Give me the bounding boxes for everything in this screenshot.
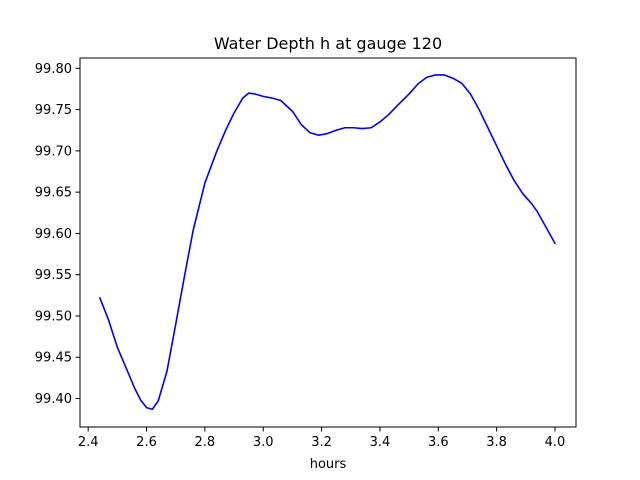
series-line-0 <box>99 74 556 411</box>
y-axis: 99.40 99.45 99.50 99.55 99.60 99.65 99.70 99.75… <box>35 62 80 407</box>
y-tick-label: 99.75 <box>35 103 72 118</box>
y-tick-label: 99.55 <box>35 268 72 283</box>
y-tick-label: 99.60 <box>35 227 72 242</box>
y-tick-label: 99.45 <box>35 351 72 366</box>
plot-area <box>79 57 577 428</box>
x-tick-label: 3.6 <box>428 435 449 450</box>
x-tick-label: 2.6 <box>136 435 157 450</box>
y-tick-label: 99.80 <box>35 62 72 77</box>
x-tick-label: 3.2 <box>311 435 332 450</box>
x-tick-label: 4.0 <box>545 435 566 450</box>
x-tick-label: 3.0 <box>253 435 274 450</box>
x-tick-label: 3.8 <box>486 435 507 450</box>
y-tick-label: 99.65 <box>35 186 72 201</box>
y-tick-label: 99.40 <box>35 392 72 407</box>
plot-frame <box>79 57 577 428</box>
x-axis: 2.4 2.6 2.8 3.0 3.2 3.4 3.6 3.8 4.0 <box>78 427 566 450</box>
chart-title: Water Depth h at gauge 120 <box>214 34 442 53</box>
x-tick-label: 2.4 <box>78 435 99 450</box>
series-layer <box>99 74 556 411</box>
y-tick-label: 99.50 <box>35 309 72 324</box>
x-tick-label: 2.8 <box>195 435 216 450</box>
y-tick-label: 99.70 <box>35 144 72 159</box>
x-tick-label: 3.4 <box>370 435 391 450</box>
x-axis-label: hours <box>310 457 347 472</box>
